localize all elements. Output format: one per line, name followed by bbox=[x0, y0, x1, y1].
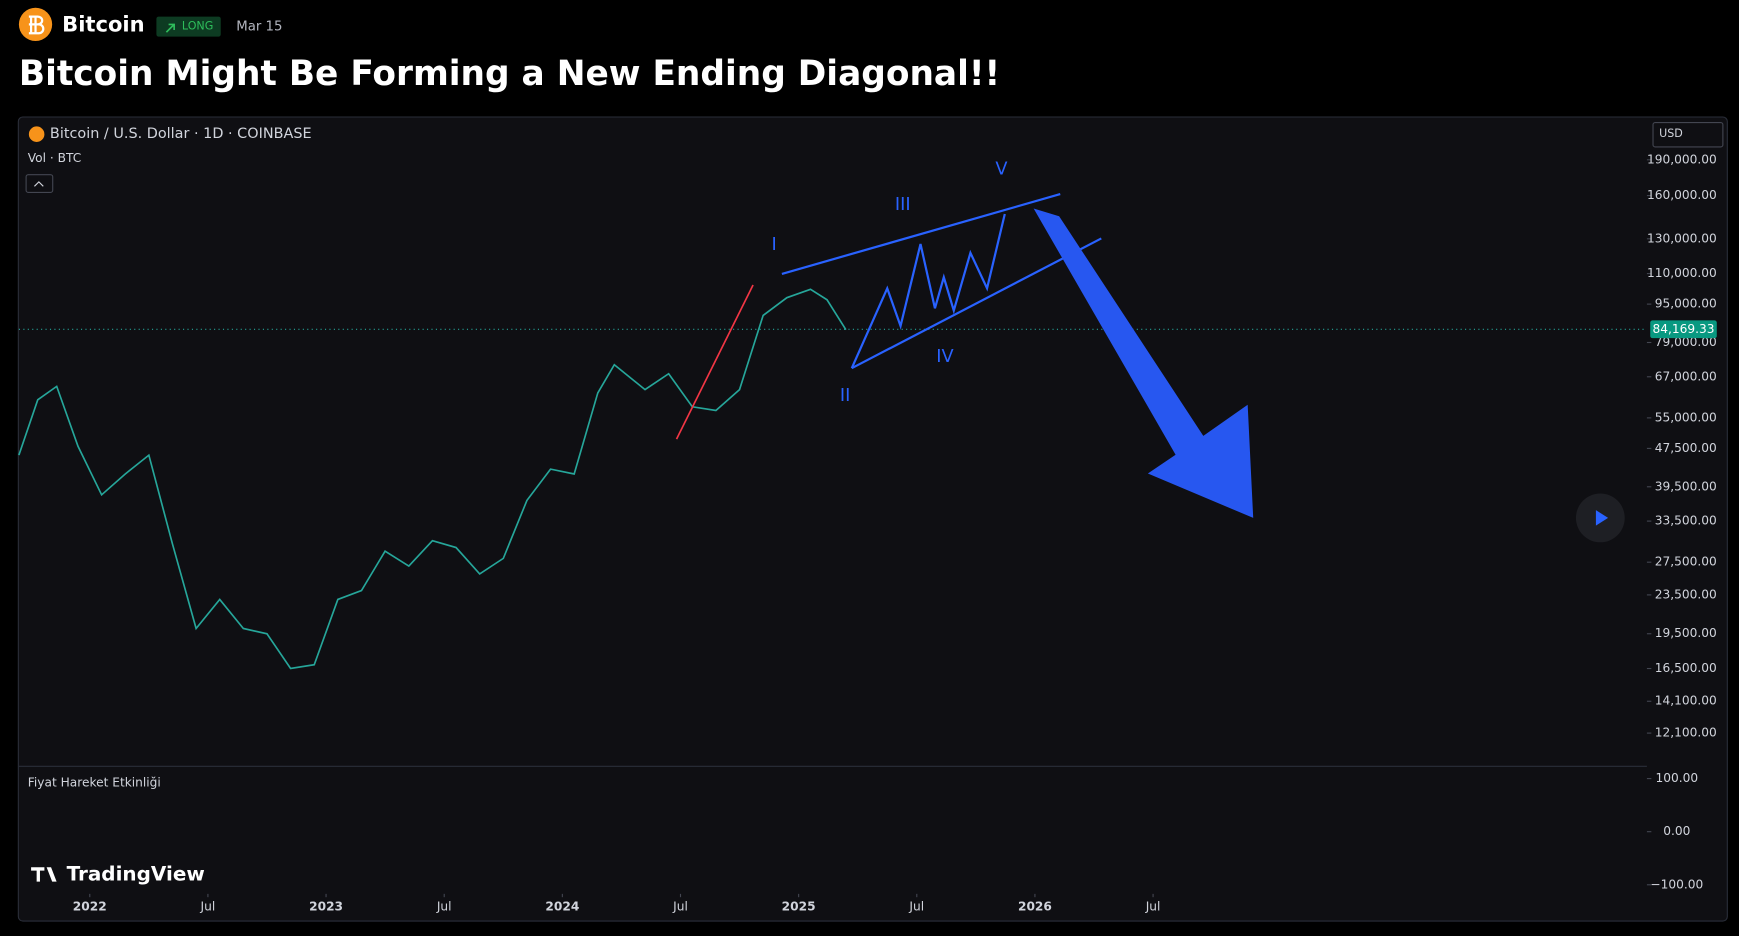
y-tick-label: 67,000.00 bbox=[1655, 369, 1717, 383]
y-tick-label: 16,500.00 bbox=[1655, 661, 1717, 675]
y-tick-label: 95,000.00 bbox=[1655, 297, 1717, 311]
indicator-tick-label: 0.00 bbox=[1663, 824, 1690, 838]
x-tick-label: Jul bbox=[1145, 900, 1161, 914]
indicator-tick-label: 100.00 bbox=[1656, 771, 1699, 785]
wave-label: III bbox=[895, 195, 911, 215]
y-tick-label: 12,100.00 bbox=[1655, 726, 1717, 740]
wave-label: V bbox=[995, 160, 1007, 180]
y-tick-label: 23,500.00 bbox=[1655, 587, 1717, 601]
volume-label: Vol · BTC bbox=[28, 151, 81, 165]
position-badge bbox=[156, 16, 221, 37]
y-tick-label: 19,500.00 bbox=[1655, 626, 1717, 640]
currency-button[interactable] bbox=[1652, 121, 1724, 148]
long-icon bbox=[165, 23, 175, 33]
x-tick-label: 2026 bbox=[1018, 900, 1052, 914]
bitcoin-glyph bbox=[28, 15, 45, 35]
y-tick-label: 14,100.00 bbox=[1655, 694, 1717, 708]
x-tick-label: Jul bbox=[908, 900, 924, 914]
x-tick-label: Jul bbox=[672, 900, 688, 914]
impulse-line bbox=[675, 284, 754, 440]
y-tick-label: 27,500.00 bbox=[1655, 555, 1717, 569]
last-price-badge bbox=[1650, 320, 1717, 339]
y-tick-label: 79,000.00 bbox=[1655, 335, 1717, 349]
y-tick-label: 55,000.00 bbox=[1655, 410, 1717, 424]
y-tick-label: 47,500.00 bbox=[1655, 441, 1717, 455]
indicator-tick-label: −100.00 bbox=[1650, 877, 1703, 891]
y-tick-label: 110,000.00 bbox=[1647, 266, 1717, 280]
x-tick-label: 2022 bbox=[73, 900, 107, 914]
y-tick-label: 39,500.00 bbox=[1655, 479, 1717, 493]
brand: TradingView bbox=[67, 862, 205, 886]
wave-label: IV bbox=[936, 347, 953, 367]
x-tick-label: Jul bbox=[200, 900, 216, 914]
x-tick-label: Jul bbox=[436, 900, 452, 914]
asset-name[interactable]: Bitcoin bbox=[62, 12, 145, 37]
y-tick-label: 160,000.00 bbox=[1647, 188, 1717, 202]
down-arrow bbox=[1033, 208, 1254, 518]
wave-path bbox=[850, 213, 1006, 369]
wave-label: II bbox=[840, 386, 850, 406]
collapse-icon bbox=[34, 181, 44, 187]
position-label: LONG bbox=[182, 20, 213, 33]
y-tick-label: 130,000.00 bbox=[1647, 231, 1717, 245]
symbol-icon bbox=[28, 126, 45, 142]
lower-trendline bbox=[851, 237, 1102, 370]
upper-trendline bbox=[781, 193, 1061, 275]
idea-title: Bitcoin Might Be Forming a New Ending Di… bbox=[19, 54, 1000, 94]
x-tick-label: 2023 bbox=[309, 900, 343, 914]
currency-label: USD bbox=[1659, 127, 1683, 140]
tradingview-logo bbox=[31, 867, 57, 882]
x-tick-label: 2024 bbox=[545, 900, 579, 914]
publish-date: Mar 15 bbox=[236, 20, 282, 35]
collapse-button[interactable] bbox=[25, 174, 54, 193]
y-tick-label: 33,500.00 bbox=[1655, 514, 1717, 528]
x-tick-label: 2025 bbox=[782, 900, 816, 914]
wave-label: I bbox=[772, 235, 777, 255]
chart-frame bbox=[17, 116, 1728, 922]
y-tick-label: 190,000.00 bbox=[1647, 152, 1717, 166]
play-icon bbox=[1595, 510, 1609, 526]
drawings: I II III IV V bbox=[675, 160, 1254, 518]
indicator-title: Fiyat Hareket Etkinliği bbox=[28, 775, 161, 789]
last-price-label: 84,169.33 bbox=[1652, 322, 1714, 336]
price-line bbox=[18, 288, 847, 670]
symbol-label: Bitcoin / U.S. Dollar · 1D · COINBASE bbox=[50, 126, 312, 142]
